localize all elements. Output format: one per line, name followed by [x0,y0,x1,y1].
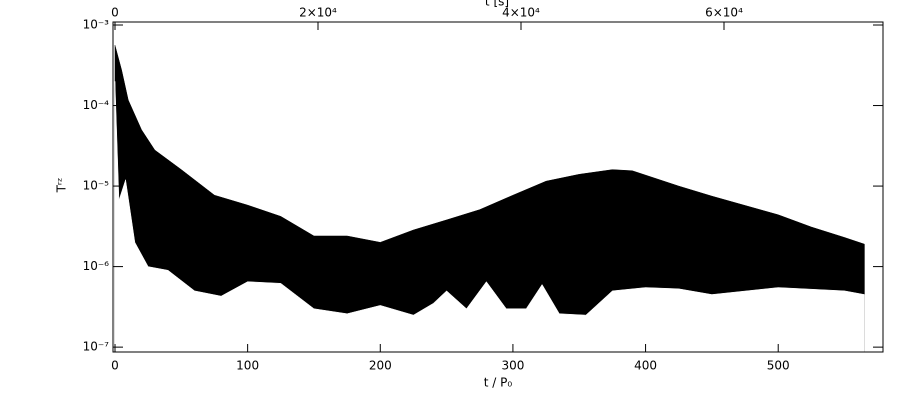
y-tick-label: 10⁻⁷ [83,340,110,354]
x2-tick-label: 0 [111,6,119,20]
y-axis-title: Tʳᶻ [55,178,69,194]
top-axis-title: t [s] [485,0,509,9]
x-tick-label: 500 [767,359,790,373]
x-tick-label: 400 [634,359,657,373]
plot-frame [112,21,884,353]
x-tick-label: 100 [236,359,259,373]
x-tick-label: 0 [111,359,119,373]
x-tick-label: 300 [501,359,524,373]
y-tick-label: 10⁻⁵ [83,179,110,193]
y-tick-label: 10⁻⁶ [83,259,110,273]
x2-tick-label: 2×10⁴ [299,6,337,20]
y-tick-label: 10⁻⁴ [83,98,110,112]
x-axis-title: t / P₀ [484,376,513,390]
x2-tick-label: 4×10⁴ [502,6,540,20]
x2-tick-label: 6×10⁴ [705,6,743,20]
x-tick-label: 200 [369,359,392,373]
band-lower [114,81,865,353]
band-upper [114,45,865,353]
y-tick-label: 10⁻³ [83,18,110,32]
